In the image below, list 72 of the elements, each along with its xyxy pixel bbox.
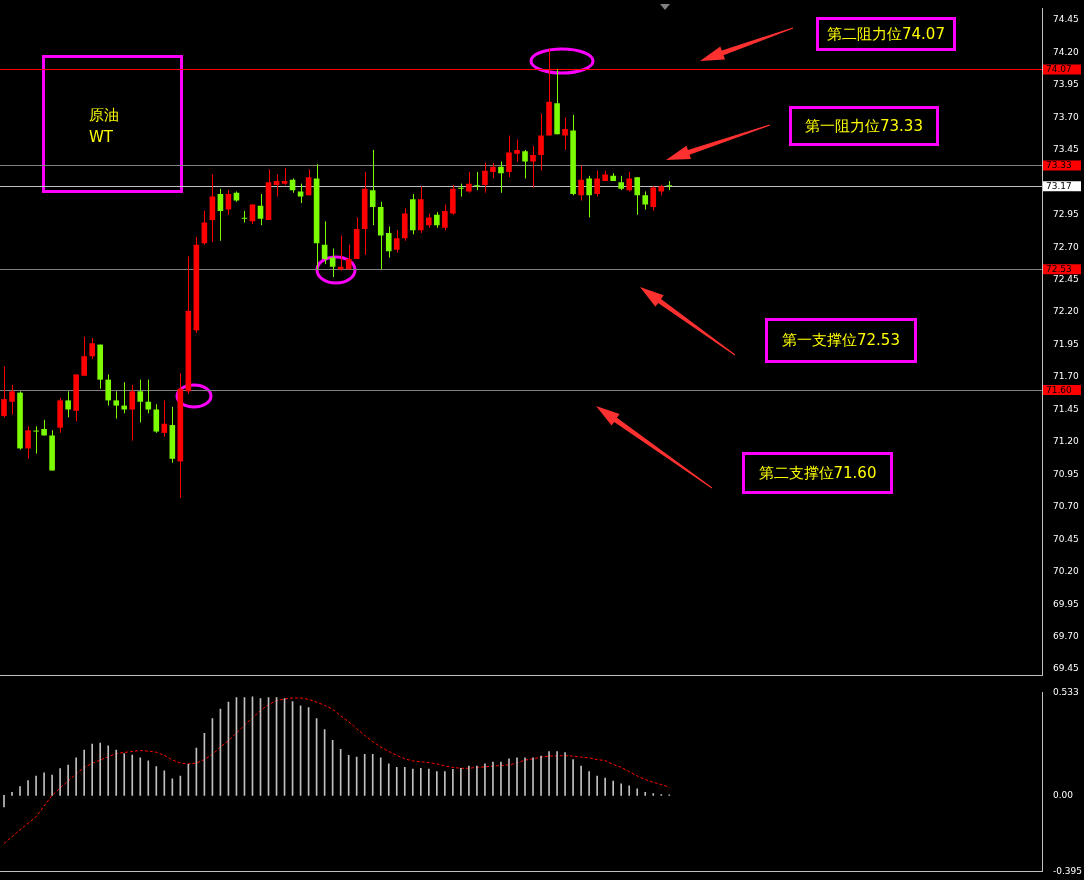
candlestick [650, 185, 657, 212]
candlestick [129, 384, 136, 442]
candlestick [297, 183, 304, 204]
candlestick [65, 390, 71, 418]
candlestick [25, 425, 31, 460]
y-tick-label: 71.95 [1053, 338, 1079, 349]
annotation: 第一阻力位73.33 [789, 106, 939, 146]
y-tick-label: 73.45 [1053, 144, 1079, 155]
ref-line-label: 73.17 [1046, 181, 1072, 192]
annotation: 第二支撑位71.60 [742, 452, 893, 494]
y-tick-label: 71.70 [1053, 371, 1080, 382]
annotation: 第一支撑位72.53 [765, 318, 917, 363]
candlestick [385, 225, 392, 259]
y-tick-label: 72.45 [1053, 274, 1079, 285]
candlestick [498, 161, 504, 194]
candlestick [145, 379, 152, 414]
y-tick-label: 74.20 [1053, 46, 1080, 57]
text: 原油 WT [89, 105, 119, 148]
candlestick [594, 170, 600, 198]
y-tick-label: -0.395 [1053, 865, 1083, 876]
candlestick [538, 113, 544, 172]
candlestick [530, 145, 536, 189]
candlestick [273, 174, 280, 198]
candlestick [586, 175, 592, 218]
candlestick [393, 229, 400, 253]
ref-line-label: 74.07 [1046, 64, 1072, 75]
candlestick [458, 183, 464, 198]
y-tick-label: 70.95 [1053, 468, 1079, 479]
candlestick [522, 149, 528, 179]
y-tick-label: 73.95 [1053, 79, 1079, 90]
candlestick [578, 164, 584, 202]
annotation: 第二阻力位74.07 [816, 17, 956, 51]
candlestick [642, 190, 649, 211]
candlestick [89, 337, 95, 360]
candlestick [33, 425, 39, 455]
y-tick-label: 73.70 [1053, 111, 1080, 122]
candlestick [474, 171, 480, 191]
y-tick-label: 72.20 [1053, 306, 1080, 317]
y-tick-label: 69.95 [1053, 598, 1079, 609]
candlestick [634, 176, 641, 216]
candlestick [81, 336, 87, 377]
candlestick [113, 390, 120, 420]
line-series [3, 697, 670, 845]
candlestick [137, 379, 144, 423]
candlestick [369, 149, 376, 226]
ref-line-label: 73.33 [1046, 160, 1072, 171]
y-tick-label: 0.00 [1053, 789, 1074, 800]
candlestick [442, 203, 448, 231]
candlestick [626, 171, 633, 192]
y-tick-label: 70.45 [1053, 533, 1079, 544]
candlestick [225, 189, 232, 216]
candlestick [562, 116, 568, 151]
candlestick [1, 366, 7, 418]
candlestick [506, 135, 512, 178]
y-tick-label: 74.45 [1053, 14, 1079, 25]
y-tick-label: 69.70 [1053, 631, 1080, 641]
candlestick [466, 171, 472, 194]
y-tick-label: 72.95 [1053, 209, 1079, 220]
y-tick-label: 70.20 [1053, 566, 1080, 577]
candlestick [482, 162, 488, 194]
candlestick [105, 373, 112, 407]
y-tick-label: 72.70 [1053, 241, 1080, 252]
y-tick-label: 70.70 [1053, 501, 1080, 512]
y-tick-label: 0.533 [1053, 686, 1079, 697]
y-tick-label: 69.45 [1053, 663, 1079, 674]
ref-line-label: 71.60 [1046, 384, 1073, 395]
y-tick-label: 71.20 [1053, 436, 1080, 447]
candlestick [153, 403, 160, 434]
candlestick [9, 384, 15, 416]
y-tick-label: 71.45 [1053, 403, 1079, 414]
candlestick [514, 139, 520, 163]
ref-line-label: 72.53 [1046, 264, 1072, 275]
